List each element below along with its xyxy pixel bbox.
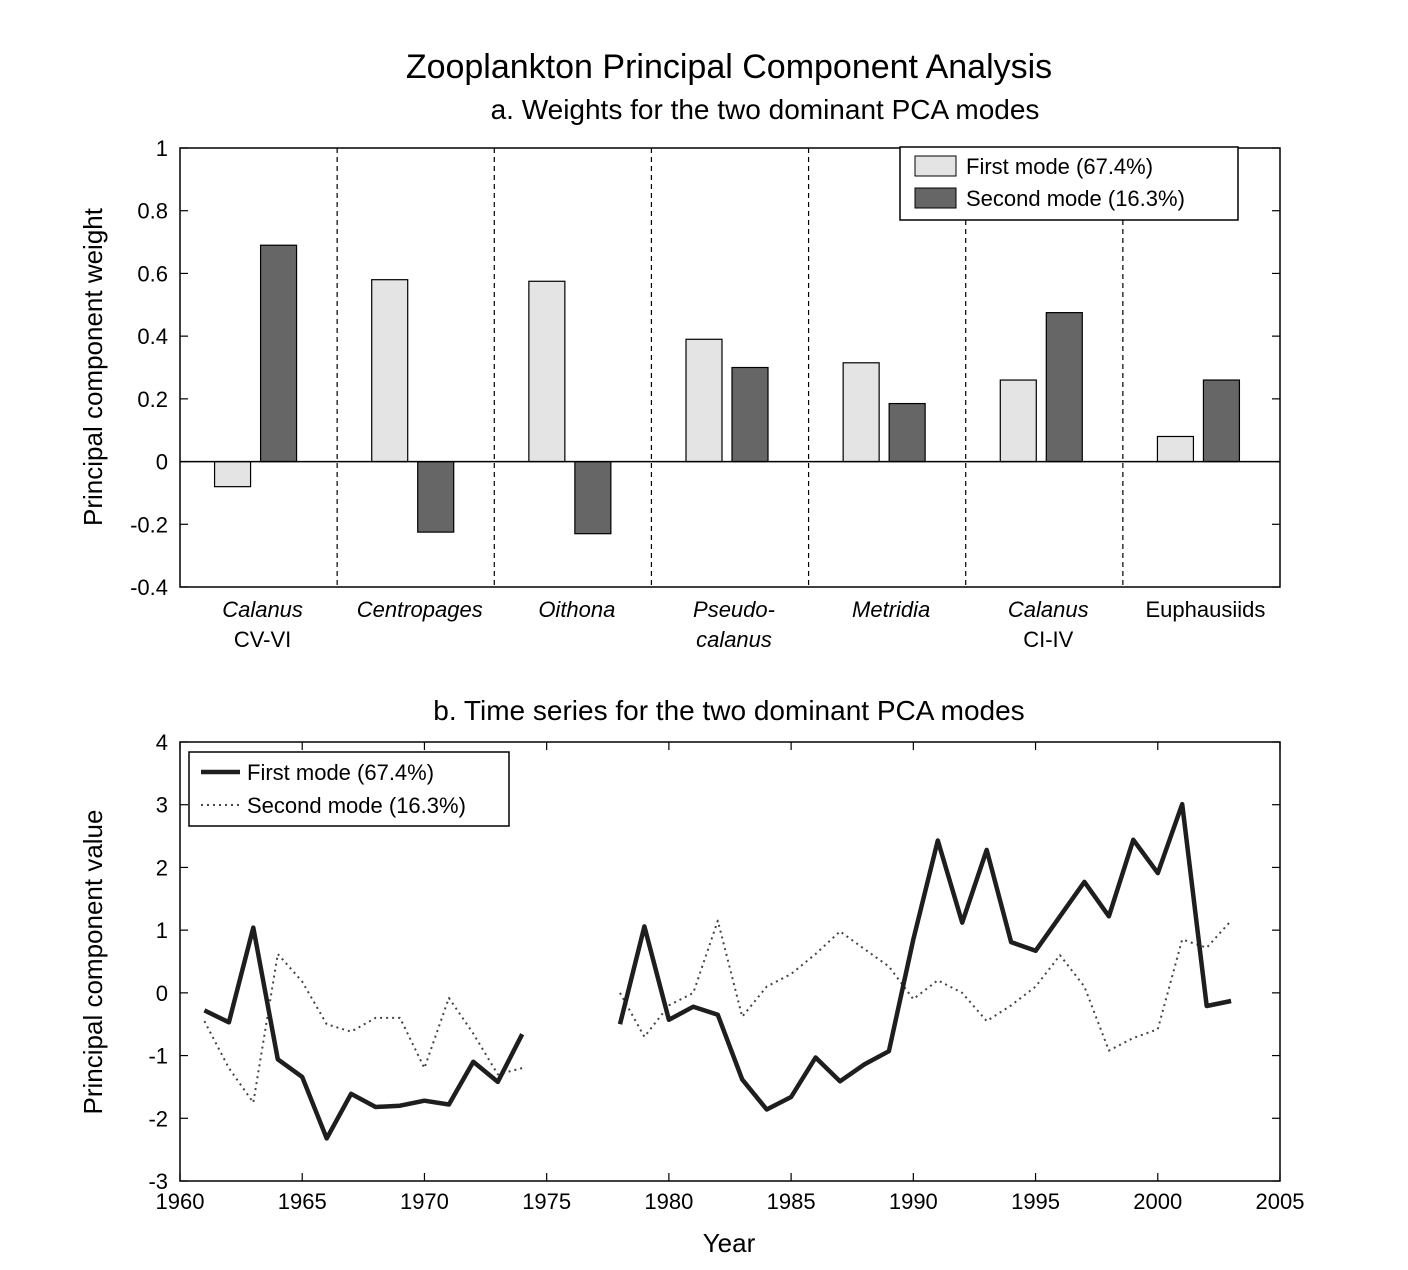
y-tick-label: -2 <box>148 1106 168 1131</box>
category-label: Oithona <box>538 597 615 622</box>
bar-second-mode <box>888 402 926 463</box>
y-tick-label: 0.2 <box>137 387 168 412</box>
category-sublabel: calanus <box>696 627 772 652</box>
series-line-first-mode <box>617 801 1232 1112</box>
series-line-second-mode <box>619 919 1232 1052</box>
x-tick-label: 2005 <box>1256 1189 1305 1214</box>
y-tick-label: -0.4 <box>130 575 168 600</box>
y-tick-label: 3 <box>156 793 168 818</box>
y-tick-label: 2 <box>156 855 168 880</box>
panel-b-plot-frame <box>179 741 1281 1182</box>
panel-b-y-ticks: 4 3 2 1 0 -1 -2 -3 <box>148 730 1280 1194</box>
category-dividers <box>336 148 1124 587</box>
x-tick-label: 1975 <box>522 1189 571 1214</box>
y-tick-label: 0 <box>156 450 168 475</box>
legend-swatch-second-mode <box>914 187 957 209</box>
x-tick-label: 1985 <box>767 1189 816 1214</box>
panel-b-x-ticks: 1960 1965 1970 1975 1980 1985 1990 1995 2000 2005 <box>156 742 1305 1214</box>
series-lines <box>203 801 1232 1141</box>
bar-second-mode <box>259 244 298 463</box>
y-tick-label: 0.6 <box>137 261 168 286</box>
series-line-second-mode <box>203 953 523 1104</box>
bar-first-mode <box>371 279 409 463</box>
panel-a-title: a. Weights for the two dominant PCA mode… <box>491 94 1040 125</box>
bar-first-mode <box>528 280 566 463</box>
category-label: Calanus <box>222 597 303 622</box>
y-tick-label: 0.8 <box>137 199 168 224</box>
bar-first-mode <box>842 362 880 463</box>
category-label: Centropages <box>357 597 483 622</box>
panel-b-legend: First mode (67.4%) Second mode (16.3%) <box>188 751 510 827</box>
y-tick-label: -1 <box>148 1044 168 1069</box>
bar-second-mode <box>1045 312 1083 463</box>
category-sublabel: CI-IV <box>1023 627 1073 652</box>
y-tick-label: 4 <box>156 730 168 755</box>
category-label: Calanus <box>1008 597 1089 622</box>
legend-label-second-mode: Second mode (16.3%) <box>247 793 466 818</box>
legend-label-second-mode: Second mode (16.3%) <box>966 186 1185 211</box>
x-tick-label: 1960 <box>156 1189 205 1214</box>
panel-a-plot-frame <box>179 147 1281 588</box>
category-sublabel: CV-VI <box>234 627 291 652</box>
panel-b-y-axis-label: Principal component value <box>78 810 108 1115</box>
x-tick-label: 2000 <box>1133 1189 1182 1214</box>
category-label: Metridia <box>852 597 930 622</box>
legend-box <box>188 751 510 827</box>
bar-second-mode <box>731 366 769 463</box>
panel-a-legend: First mode (67.4%) Second mode (16.3%) <box>899 146 1239 221</box>
bar-second-mode <box>574 460 612 535</box>
figure-title: Zooplankton Principal Component Analysis <box>406 48 1052 86</box>
bar-first-mode <box>213 460 252 488</box>
y-tick-label: -0.2 <box>130 512 168 537</box>
legend-label-first-mode: First mode (67.4%) <box>966 154 1153 179</box>
x-tick-label: 1970 <box>400 1189 449 1214</box>
panel-b-line-chart: b. Time series for the two dominant PCA … <box>78 695 1304 1258</box>
series-line-first-mode <box>203 925 525 1141</box>
x-tick-label: 1965 <box>278 1189 327 1214</box>
x-tick-label: 1995 <box>1011 1189 1060 1214</box>
category-label: Euphausiids <box>1145 597 1265 622</box>
y-tick-label: 1 <box>156 136 168 161</box>
bar-second-mode <box>1202 379 1241 463</box>
y-tick-label: -3 <box>148 1169 168 1194</box>
bar-second-mode <box>417 460 455 533</box>
panel-b-x-axis-label: Year <box>703 1228 756 1258</box>
panel-b-title: b. Time series for the two dominant PCA … <box>433 695 1024 726</box>
y-tick-label: 1 <box>156 918 168 943</box>
panel-a-y-ticks: 1 0.8 0.6 0.4 0.2 0 -0.2 -0.4 <box>130 136 1280 600</box>
y-tick-label: 0 <box>156 981 168 1006</box>
category-label: Pseudo- <box>693 597 775 622</box>
x-tick-label: 1990 <box>889 1189 938 1214</box>
category-labels: Calanus CV-VI Centropages Oithona Pseudo-cal… <box>222 597 1265 652</box>
legend-swatch-first-mode <box>914 155 957 177</box>
bar-first-mode <box>1156 435 1195 463</box>
panel-a-y-axis-label: Principal component weight <box>78 207 108 526</box>
x-tick-label: 1980 <box>644 1189 693 1214</box>
bar-first-mode <box>685 338 723 463</box>
legend-label-first-mode: First mode (67.4%) <box>247 760 434 785</box>
bars <box>213 244 1241 535</box>
bar-first-mode <box>999 379 1037 463</box>
y-tick-label: 0.4 <box>137 324 168 349</box>
panel-a-bar-chart: a. Weights for the two dominant PCA mode… <box>78 94 1281 652</box>
